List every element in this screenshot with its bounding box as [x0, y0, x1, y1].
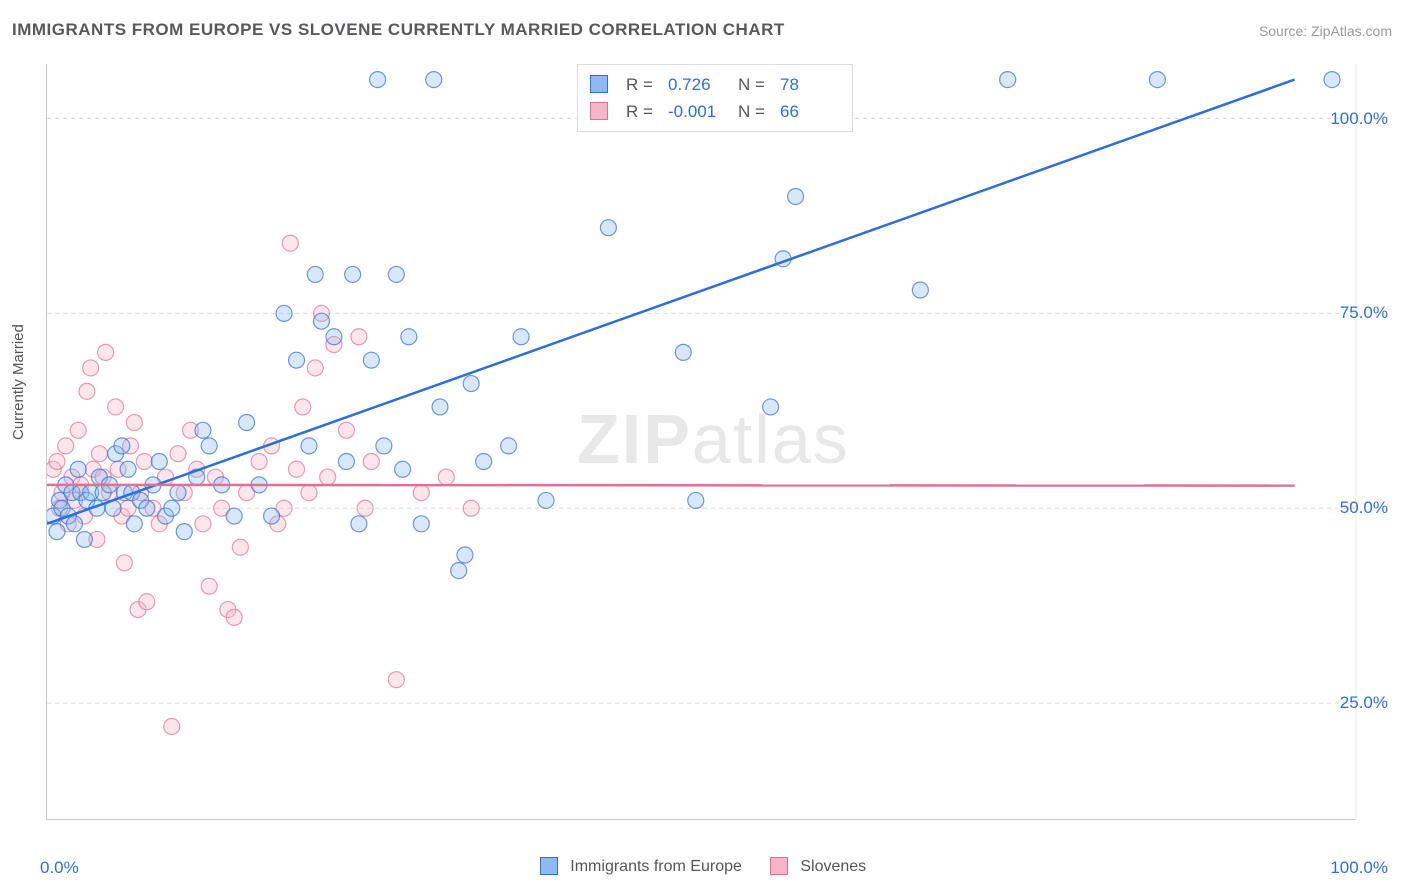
y-axis-label: Currently Married [10, 324, 27, 440]
legend-label-slovenes: Slovenes [800, 858, 866, 875]
y-tick-label-75: 75.0% [1340, 303, 1388, 323]
chart-svg [47, 64, 1357, 820]
series-legend: Immigrants from Europe Slovenes [0, 858, 1406, 876]
legend-item-europe: Immigrants from Europe [540, 858, 742, 876]
y-tick-label-100: 100.0% [1330, 109, 1388, 129]
legend-label-europe: Immigrants from Europe [570, 858, 742, 875]
source-attribution: Source: ZipAtlas.com [1259, 23, 1392, 39]
chart-title: IMMIGRANTS FROM EUROPE VS SLOVENE CURREN… [12, 20, 785, 40]
y-tick-label-50: 50.0% [1340, 498, 1388, 518]
scatter-chart: ZIPatlas R =0.726N =78R =-0.001N =66 [46, 64, 1356, 820]
legend-swatch-slovenes [770, 857, 788, 875]
y-tick-label-25: 25.0% [1340, 693, 1388, 713]
stats-legend: R =0.726N =78R =-0.001N =66 [577, 64, 853, 132]
legend-swatch-europe [540, 857, 558, 875]
legend-item-slovenes: Slovenes [770, 858, 866, 876]
